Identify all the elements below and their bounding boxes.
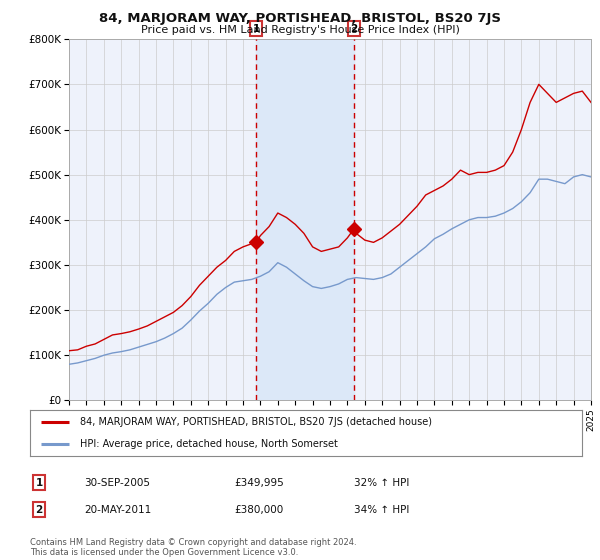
Text: 2: 2 [35, 505, 43, 515]
Text: HPI: Average price, detached house, North Somerset: HPI: Average price, detached house, Nort… [80, 440, 338, 450]
Text: 1: 1 [35, 478, 43, 488]
Text: 20-MAY-2011: 20-MAY-2011 [84, 505, 151, 515]
Text: 1: 1 [253, 24, 260, 34]
Text: £349,995: £349,995 [234, 478, 284, 488]
Text: Price paid vs. HM Land Registry's House Price Index (HPI): Price paid vs. HM Land Registry's House … [140, 25, 460, 35]
Text: 84, MARJORAM WAY, PORTISHEAD, BRISTOL, BS20 7JS (detached house): 84, MARJORAM WAY, PORTISHEAD, BRISTOL, B… [80, 417, 431, 427]
Text: 2: 2 [350, 24, 358, 34]
Text: £380,000: £380,000 [234, 505, 283, 515]
Bar [256, 39, 354, 400]
Text: Contains HM Land Registry data © Crown copyright and database right 2024.
This d: Contains HM Land Registry data © Crown c… [30, 538, 356, 557]
Text: 32% ↑ HPI: 32% ↑ HPI [354, 478, 409, 488]
Text: 34% ↑ HPI: 34% ↑ HPI [354, 505, 409, 515]
Text: 30-SEP-2005: 30-SEP-2005 [84, 478, 150, 488]
Text: 84, MARJORAM WAY, PORTISHEAD, BRISTOL, BS20 7JS: 84, MARJORAM WAY, PORTISHEAD, BRISTOL, B… [99, 12, 501, 25]
